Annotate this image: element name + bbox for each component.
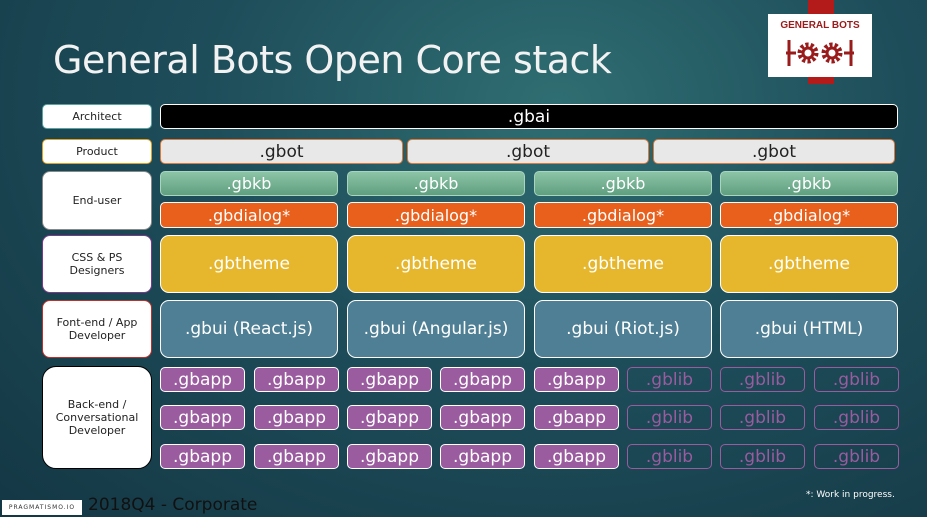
gblib-block: .gblib [814,444,899,469]
gbapp-block: .gbapp [254,367,339,392]
gbkb-block: .gbkb [160,171,338,196]
gbdialog-block: .gbdialog* [347,202,525,228]
page-title: General Bots Open Core stack [53,38,612,82]
gblib-block: .gblib [814,405,899,430]
gbdialog-block: .gbdialog* [720,202,898,228]
gbot-block: .gbot [653,139,895,164]
gbot-block: .gbot [407,139,649,164]
gbapp-block: .gbapp [160,444,245,469]
gbapp-block: .gbapp [440,367,525,392]
gbapp-block: .gbapp [534,405,619,430]
gbot-block: .gbot [160,139,403,164]
gbdialog-block: .gbdialog* [534,202,712,228]
gbdialog-block: .gbdialog* [160,202,338,228]
gblib-block: .gblib [720,367,805,392]
gblib-block: .gblib [720,444,805,469]
gblib-block: .gblib [627,444,712,469]
gbapp-block: .gbapp [160,367,245,392]
gbtheme-block: .gbtheme [347,235,525,293]
gbui-block: .gbui (Riot.js) [534,300,712,358]
gblib-block: .gblib [720,405,805,430]
footer-text: 2018Q4 - Corporate [88,495,258,515]
gblib-block: .gblib [814,367,899,392]
gbapp-block: .gbapp [160,405,245,430]
gears-icon [786,40,854,66]
pragmatismo-logo: PRAGMATISMO.IO [2,500,82,515]
gbapp-block: .gbapp [254,405,339,430]
gbapp-block: .gbapp [347,444,432,469]
logo-text: GENERAL BOTS [780,20,860,31]
role-designers: CSS & PS Designers [42,235,152,293]
gbapp-block: .gbapp [254,444,339,469]
gbtheme-block: .gbtheme [720,235,898,293]
gbapp-block: .gbapp [347,367,432,392]
role-frontend-developer: Font-end / App Developer [42,300,152,358]
gbui-block: .gbui (Angular.js) [347,300,525,358]
gbkb-block: .gbkb [534,171,712,196]
role-backend-developer: Back-end / Conversational Developer [42,366,152,469]
general-bots-logo: GENERAL BOTS [768,14,872,77]
gbtheme-block: .gbtheme [534,235,712,293]
gbapp-block: .gbapp [347,405,432,430]
gbtheme-block: .gbtheme [160,235,338,293]
role-architect: Architect [42,104,152,129]
gbkb-block: .gbkb [347,171,525,196]
gbapp-block: .gbapp [440,444,525,469]
gbapp-block: .gbapp [534,367,619,392]
gbkb-block: .gbkb [720,171,898,196]
gbui-block: .gbui (React.js) [160,300,338,358]
gblib-block: .gblib [627,367,712,392]
gbui-block: .gbui (HTML) [720,300,898,358]
gblib-block: .gblib [627,405,712,430]
gbai-block: .gbai [160,104,898,129]
gbapp-block: .gbapp [440,405,525,430]
gbapp-block: .gbapp [534,444,619,469]
role-end-user: End-user [42,171,152,230]
footnote: *: Work in progress. [806,490,895,500]
role-product: Product [42,139,152,164]
